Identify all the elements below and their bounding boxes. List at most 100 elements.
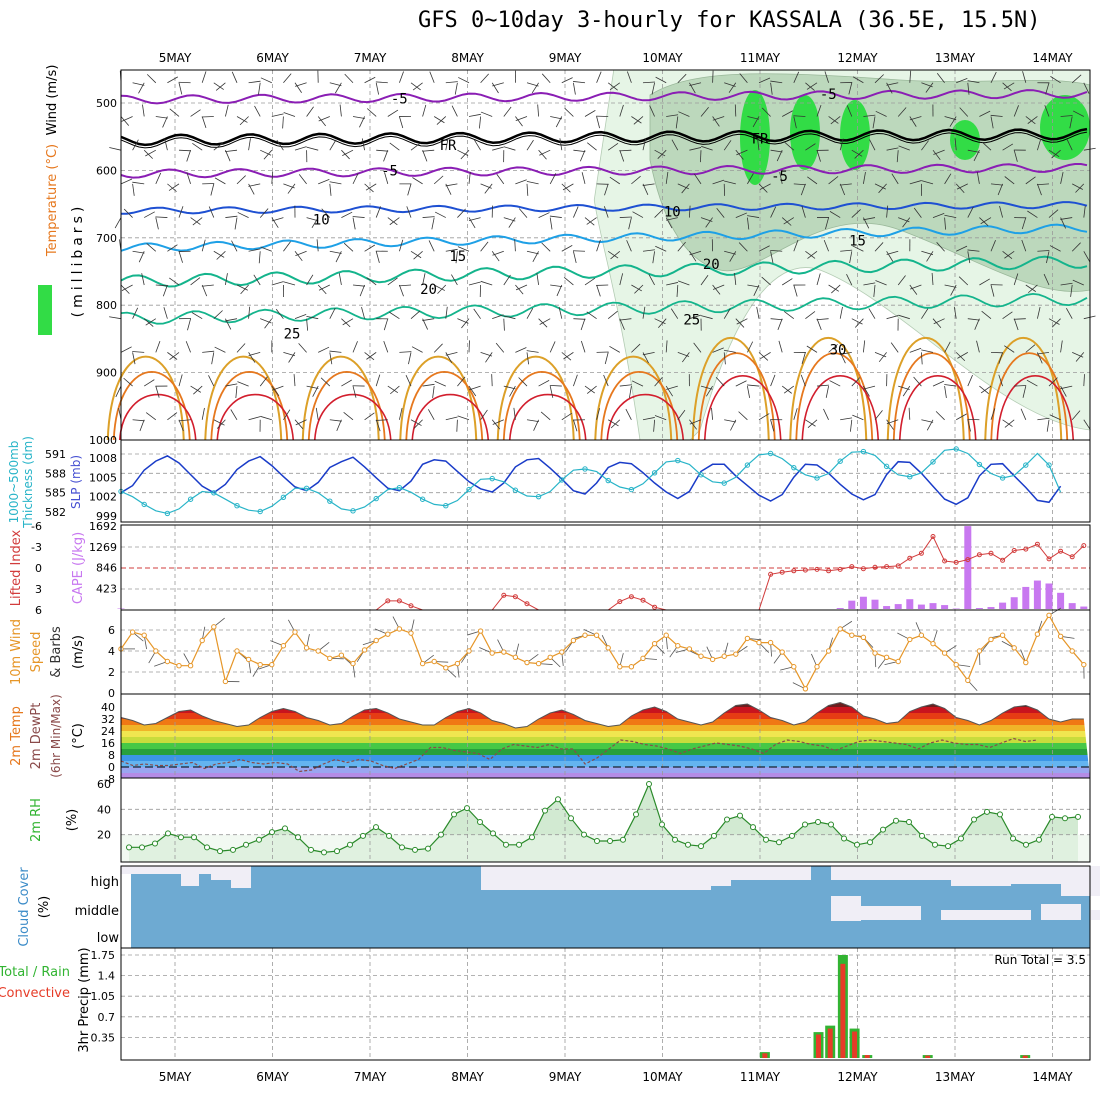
wind-barb [608, 311, 617, 319]
isotherm-label: 10 [664, 205, 681, 221]
wind-barb [437, 285, 445, 294]
wind-barb [187, 150, 191, 161]
wind-speed-point [165, 659, 169, 663]
wind-barb [330, 140, 336, 150]
isotherm-label: -5 [391, 91, 408, 107]
label-cape: CAPE (J/kg) [71, 532, 86, 604]
date-label-bottom: 7MAY [354, 1070, 387, 1084]
rh-point [478, 820, 483, 825]
wind-barb [736, 381, 747, 386]
wind-barb [353, 285, 365, 286]
wind-barb [527, 420, 539, 422]
wind-barb [840, 307, 842, 319]
rh-point [855, 842, 860, 847]
wind-barb [163, 116, 168, 127]
rh-point [569, 816, 574, 821]
isotherm-loop [211, 372, 287, 440]
wind-speed-point [223, 679, 227, 683]
wind-barb [307, 319, 308, 331]
wind-barb [539, 380, 550, 386]
wind-barb [193, 218, 202, 225]
pressure-tick-label: 700 [96, 232, 117, 245]
wind-speed-point [432, 659, 436, 663]
wind-barb [481, 242, 488, 251]
rh-point [296, 835, 301, 840]
wind-barb [423, 217, 435, 218]
wind-barb [237, 176, 246, 184]
isotherm-label: 25 [284, 327, 301, 343]
wind-barb [716, 377, 724, 386]
wind-barb [823, 409, 828, 420]
wind-barb [585, 218, 594, 226]
rh-point [985, 809, 990, 814]
wind-barb [711, 408, 712, 420]
wind-barb [887, 316, 899, 319]
meteogram: 5MAY5MAY6MAY6MAY7MAY7MAY8MAY8MAY9MAY9MAY… [0, 0, 1100, 1100]
wind-speed-point [142, 633, 146, 637]
cape-bar [837, 608, 844, 609]
wind-barb [192, 143, 202, 150]
wind-barb [240, 116, 249, 124]
rh-point [361, 833, 366, 838]
wind-speed-point [734, 652, 738, 656]
temp-band [121, 761, 1090, 767]
date-label-bottom: 13MAY [935, 1070, 976, 1084]
wind-barb [863, 340, 864, 352]
wind-barb [573, 207, 578, 218]
cloud-level-low: low [97, 931, 120, 946]
rh-point [335, 849, 340, 854]
wind-barb [133, 420, 145, 421]
temp-band [121, 707, 1090, 713]
wind-speed-point [838, 627, 842, 631]
wind-speed-point [502, 650, 506, 654]
wind-barb [492, 83, 504, 86]
cloud-gap [1041, 904, 1081, 920]
cape-bar [964, 526, 971, 609]
pressure-tick-label: 800 [96, 299, 117, 312]
wind-barb [170, 109, 179, 117]
wind-barb [434, 176, 443, 184]
wind-speed-point [722, 654, 726, 658]
wind-barb [344, 243, 353, 251]
date-label-bottom: 6MAY [256, 1070, 289, 1084]
wind-barb [620, 385, 632, 386]
cape-bar [1069, 603, 1076, 609]
date-label-top: 9MAY [549, 51, 582, 65]
wind-barb [539, 213, 550, 218]
cloud-gap [181, 866, 199, 886]
wind-barb [237, 344, 245, 353]
wind-barb [581, 341, 585, 352]
wind-speed-point [652, 641, 656, 645]
wind-barb [446, 184, 458, 186]
wind-barb [414, 251, 423, 259]
precip-panel [121, 948, 1090, 1060]
rh-point [244, 842, 249, 847]
rh-point [998, 812, 1003, 817]
wind-barb [541, 412, 550, 420]
rh-point [816, 820, 821, 825]
label-lifted-index: Lifted Index [9, 529, 24, 606]
wind-barb [782, 386, 792, 393]
date-label-bottom: 5MAY [159, 1070, 192, 1084]
wind-speed-point [792, 665, 796, 669]
cape-bar [1011, 597, 1018, 609]
wind-barb [968, 375, 973, 386]
wind-barb [249, 352, 261, 355]
wind-barb [236, 386, 237, 398]
cape-bar [976, 608, 983, 609]
wind-barb [259, 251, 260, 263]
wind-speed-point [1024, 660, 1028, 664]
wind-speed-point [618, 665, 622, 669]
cape-bar [906, 599, 913, 609]
wind-barb [587, 312, 597, 319]
wind-barb [573, 150, 585, 151]
rh-point [127, 845, 132, 850]
rh-point [673, 837, 678, 842]
precip-convective-bar [852, 1032, 857, 1058]
wind-speed-point [258, 662, 262, 666]
rh-point [907, 820, 912, 825]
wind-barb [248, 184, 260, 186]
wind-speed-point [977, 649, 981, 653]
cloud-gap [231, 866, 251, 888]
wind-barb [562, 78, 573, 83]
